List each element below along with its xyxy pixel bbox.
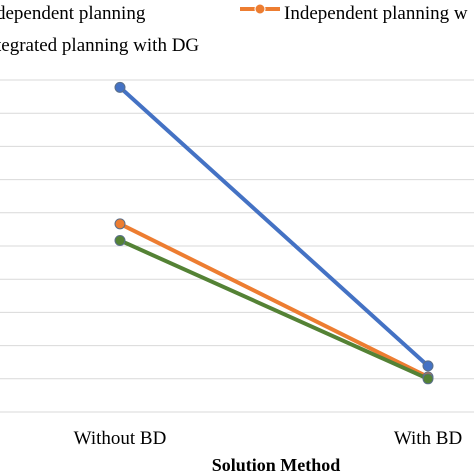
x-axis-title: Solution Method (212, 455, 341, 474)
series-line-2 (118, 221, 430, 379)
legend-marker-2 (254, 3, 266, 15)
data-point-series-1-2 (422, 360, 434, 372)
series-line-3 (118, 238, 430, 381)
x-axis-ticks: Without BD With BD (74, 428, 463, 449)
data-point-series-3-2 (422, 373, 434, 385)
legend-label-2: Independent planning w (284, 3, 468, 24)
gridlines (0, 79, 474, 413)
legend-label-3: tegrated planning with DG (0, 35, 199, 56)
series-lines (114, 81, 434, 385)
legend-label-1: dependent planning (0, 3, 146, 24)
series-line-1 (118, 85, 430, 368)
data-point-series-2-1 (114, 218, 126, 230)
x-tick-label-with-bd: With BD (394, 428, 462, 449)
data-point-series-1-1 (114, 81, 126, 93)
x-tick-label-without-bd: Without BD (74, 428, 167, 449)
data-point-series-3-1 (114, 234, 126, 246)
legend: dependent planning Independent planning … (0, 3, 468, 56)
